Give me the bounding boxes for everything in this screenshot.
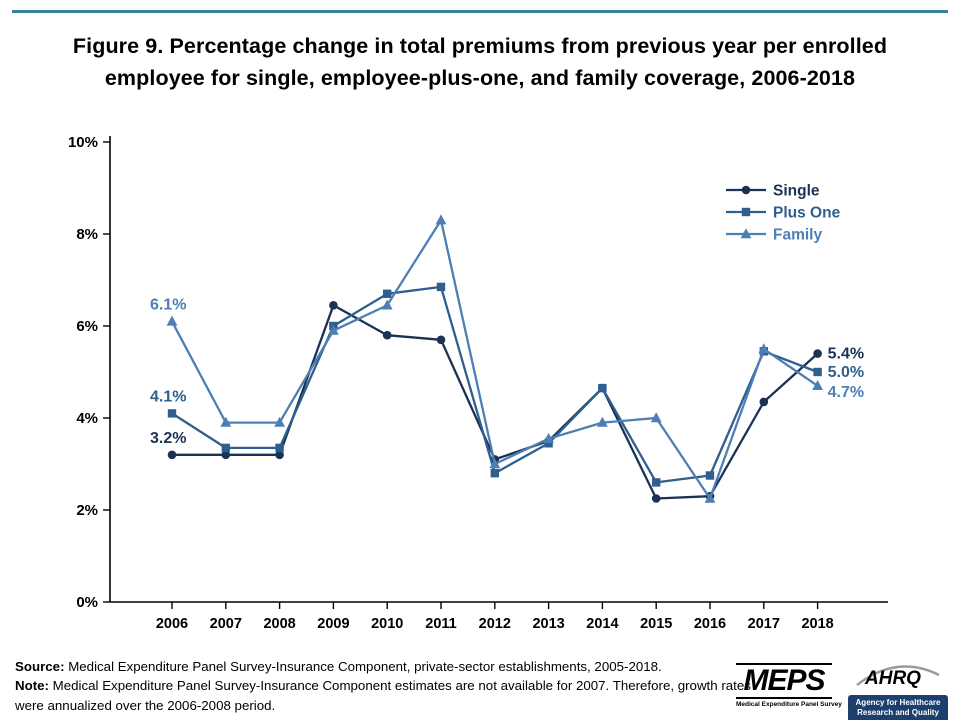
last-value-label: 5.4% (828, 346, 864, 363)
y-tick-label: 8% (76, 226, 98, 243)
first-value-label: 3.2% (150, 430, 186, 447)
source-text: Medical Expenditure Panel Survey-Insuran… (64, 659, 662, 674)
y-tick-label: 10% (68, 134, 98, 151)
series-single: 3.2% 5.4% (150, 301, 864, 503)
note-label: Note: (15, 678, 49, 694)
x-tick-label: 2011 (425, 616, 456, 632)
x-tick-label: 2017 (748, 616, 780, 632)
legend-label: Family (773, 227, 822, 244)
last-value-label: 5.0% (828, 364, 864, 381)
first-value-label: 4.1% (150, 388, 186, 405)
legend-label: Single (773, 183, 820, 200)
x-tick-label: 2015 (640, 616, 672, 632)
meps-logo: MEPS Medical Expenditure Panel Survey (736, 663, 842, 708)
series-family: 6.1% 4.7% (150, 214, 864, 503)
note-text: Medical Expenditure Panel Survey-Insuran… (15, 678, 751, 713)
x-tick-label: 2016 (694, 616, 726, 632)
ahrq-tagline: Agency for Healthcare Research and Quali… (848, 695, 948, 720)
source-label: Source: (15, 659, 65, 674)
premium-change-line-chart: 0% 2% 4% 6% 8% 10% 2006 2007 2008 2009 2010 2011 201… (68, 134, 888, 632)
axes: 0% 2% 4% 6% 8% 10% 2006 2007 2008 2009 2010 2011 201… (68, 134, 888, 632)
logo-strip: MEPS Medical Expenditure Panel Survey AH… (736, 663, 948, 720)
x-tick-label: 2018 (801, 616, 833, 632)
x-tick-label: 2013 (532, 616, 564, 632)
top-divider-rule (12, 10, 948, 13)
ahrq-wordmark: AHRQ (864, 668, 921, 689)
y-tick-label: 2% (76, 502, 98, 519)
ahrq-swoosh-icon: AHRQ (856, 665, 940, 689)
y-tick-label: 4% (76, 410, 98, 427)
x-tick-label: 2007 (210, 616, 242, 632)
meps-wordmark: MEPS (736, 663, 832, 696)
y-tick-label: 0% (76, 594, 98, 611)
legend-label: Plus One (773, 205, 841, 222)
x-tick-label: 2008 (263, 616, 295, 632)
ahrq-logo: AHRQ Agency for Healthcare Research and … (848, 663, 948, 720)
footer-notes: Source: Medical Expenditure Panel Survey… (15, 657, 757, 715)
legend: Single Plus One Family (726, 183, 841, 244)
x-tick-label: 2006 (156, 616, 188, 632)
first-value-label: 6.1% (150, 296, 186, 313)
chart-title: Figure 9. Percentage change in total pre… (72, 34, 888, 91)
x-tick-label: 2012 (479, 616, 511, 632)
y-tick-label: 6% (76, 318, 98, 335)
x-tick-label: 2014 (586, 616, 618, 632)
note-line: Note: Medical Expenditure Panel Survey-I… (15, 676, 757, 715)
last-value-label: 4.7% (828, 384, 864, 401)
meps-tagline: Medical Expenditure Panel Survey (736, 697, 842, 708)
source-line: Source: Medical Expenditure Panel Survey… (15, 657, 757, 676)
x-tick-label: 2010 (371, 616, 403, 632)
x-tick-label: 2009 (317, 616, 349, 632)
